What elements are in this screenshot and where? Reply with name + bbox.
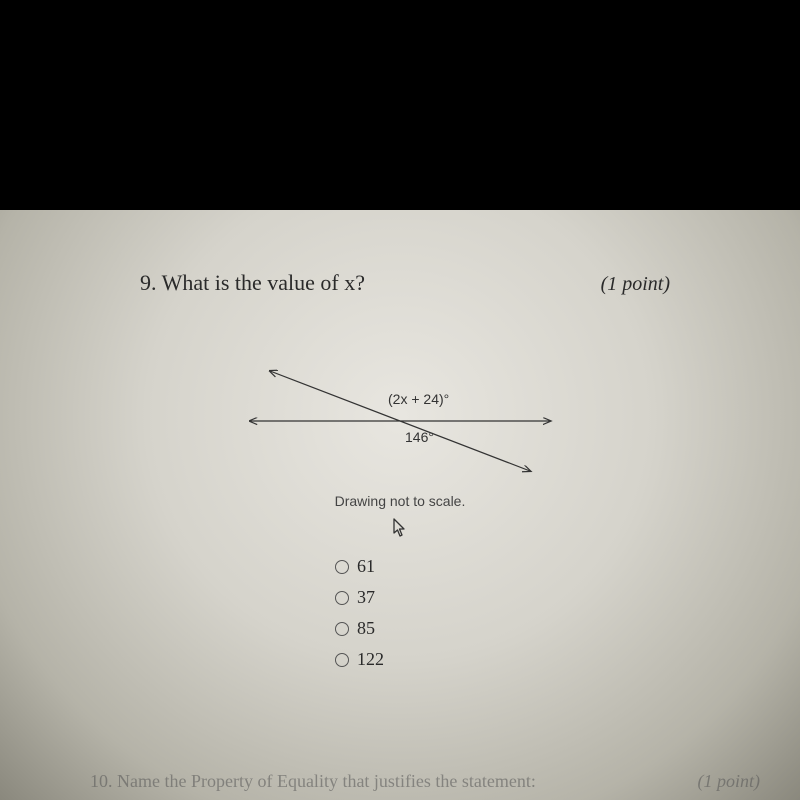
next-question-preview: 10. Name the Property of Equality that j… xyxy=(90,771,760,792)
angle-label-value: 146° xyxy=(405,429,434,445)
option-row-122[interactable]: 122 xyxy=(335,649,710,670)
option-label: 37 xyxy=(357,587,375,608)
option-row-85[interactable]: 85 xyxy=(335,618,710,639)
cursor-icon xyxy=(392,517,408,539)
diagram-svg xyxy=(230,351,570,481)
next-question-points: (1 point) xyxy=(698,771,761,792)
black-letterbox-top xyxy=(0,0,800,210)
angle-label-expression: (2x + 24)° xyxy=(388,391,449,407)
option-label: 61 xyxy=(357,556,375,577)
radio-icon[interactable] xyxy=(335,591,349,605)
radio-icon[interactable] xyxy=(335,622,349,636)
worksheet-paper: 9. What is the value of x? (1 point) (2x… xyxy=(0,210,800,800)
radio-icon[interactable] xyxy=(335,653,349,667)
geometry-diagram: (2x + 24)° 146° xyxy=(230,351,570,481)
option-row-61[interactable]: 61 xyxy=(335,556,710,577)
radio-icon[interactable] xyxy=(335,560,349,574)
question-text: 9. What is the value of x? xyxy=(140,270,365,296)
cursor-container xyxy=(90,517,710,544)
question-header: 9. What is the value of x? (1 point) xyxy=(140,270,670,296)
scale-note: Drawing not to scale. xyxy=(90,493,710,509)
option-label: 85 xyxy=(357,618,375,639)
answer-options: 61 37 85 122 xyxy=(335,556,710,670)
option-row-37[interactable]: 37 xyxy=(335,587,710,608)
question-points: (1 point) xyxy=(601,273,670,296)
option-label: 122 xyxy=(357,649,384,670)
next-question-text: 10. Name the Property of Equality that j… xyxy=(90,771,536,792)
